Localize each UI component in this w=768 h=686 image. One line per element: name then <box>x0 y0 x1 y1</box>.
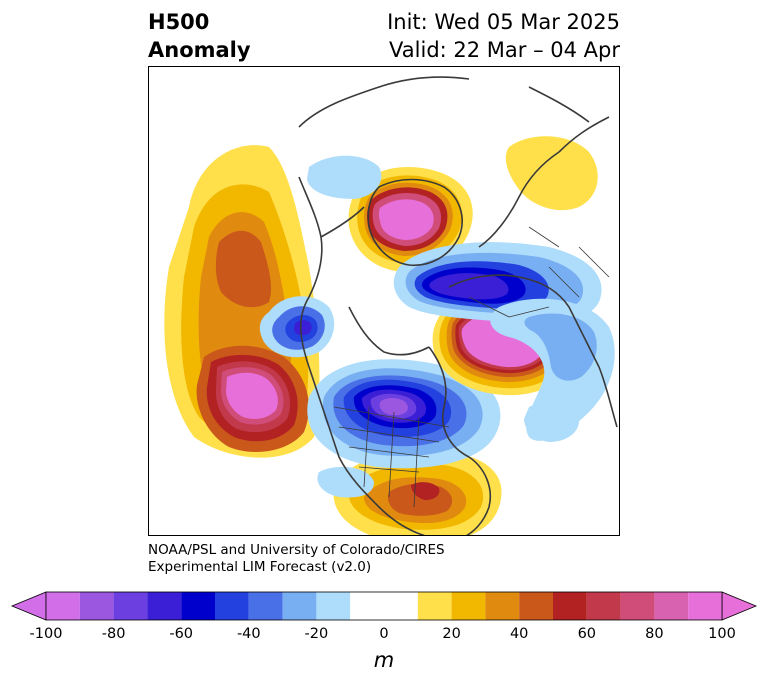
colorbar-tick-label: 0 <box>379 626 389 642</box>
colorbar-bin <box>350 592 418 620</box>
title-block: H500 Anomaly <box>148 8 251 64</box>
colorbar-bin <box>113 592 148 620</box>
colorbar-bin <box>586 592 621 620</box>
anomaly-map <box>148 66 620 536</box>
valid-dates: Valid: 22 Mar – 04 Apr <box>389 38 620 62</box>
colorbar-bin <box>519 592 553 620</box>
colorbar-under-arrow <box>10 591 47 621</box>
colorbar-tick-label: 80 <box>645 626 664 642</box>
colorbar-tick-label: -60 <box>169 626 194 642</box>
gulf-positive-anomaly <box>333 450 502 535</box>
colorbar-bin <box>282 592 317 620</box>
colorbar-tick-label: -80 <box>101 626 126 642</box>
colorbar-bin <box>181 592 215 620</box>
colorbar-bin <box>215 592 249 620</box>
title-line-2: Anomaly <box>148 38 251 62</box>
colorbar-tick-label: 100 <box>708 626 736 642</box>
bering-ridge-positive-anomaly <box>505 136 598 211</box>
date-block: Init: Wed 05 Mar 2025 Valid: 22 Mar – 04… <box>387 8 620 64</box>
colorbar-bin <box>417 592 452 620</box>
colorbar-over-arrow <box>721 591 758 621</box>
colorbar-bin <box>46 592 80 620</box>
colorbar-outline <box>45 591 723 621</box>
colorbar-bin <box>654 592 689 620</box>
colorbar-tick-label: -100 <box>29 626 63 642</box>
colorbar-bin <box>688 592 722 620</box>
colorbar-bin <box>553 592 587 620</box>
colorbar-bin <box>147 592 182 620</box>
colorbar-bin <box>620 592 655 620</box>
siberia-negative-anomaly <box>490 298 615 441</box>
credit-line-1: NOAA/PSL and University of Colorado/CIRE… <box>148 542 445 558</box>
colorbar-tick-label: -20 <box>304 626 329 642</box>
colorbar-bin <box>316 592 351 620</box>
western-us-negative-anomaly <box>259 296 335 358</box>
colorbar <box>10 591 758 621</box>
colorbar-tick-label: -40 <box>236 626 261 642</box>
coastlines <box>298 76 618 535</box>
canada-negative-anomaly <box>307 359 501 469</box>
colorbar-bin <box>248 592 283 620</box>
colorbar-bin <box>451 592 486 620</box>
colorbar-bin <box>485 592 520 620</box>
arctic-negative-patches <box>307 155 580 498</box>
political-borders <box>333 226 610 508</box>
greenland-positive-anomaly <box>348 167 473 272</box>
colorbar-unit-label: m <box>373 648 395 672</box>
north-pacific-positive-anomaly <box>164 145 320 458</box>
credit-line-2: Experimental LIM Forecast (v2.0) <box>148 559 372 575</box>
colorbar-tick-label: 40 <box>509 626 529 642</box>
colorbar-ticks: -100 -80 -60 -40 -20 0 20 40 60 80 100 <box>0 626 768 648</box>
colorbar-tick-label: 20 <box>442 626 461 642</box>
colorbar-tick-label: 60 <box>577 626 597 642</box>
title-line-1: H500 <box>148 10 210 34</box>
colorbar-bin <box>79 592 114 620</box>
init-date: Init: Wed 05 Mar 2025 <box>387 10 620 34</box>
credit-text: NOAA/PSL and University of Colorado/CIRE… <box>148 542 445 576</box>
